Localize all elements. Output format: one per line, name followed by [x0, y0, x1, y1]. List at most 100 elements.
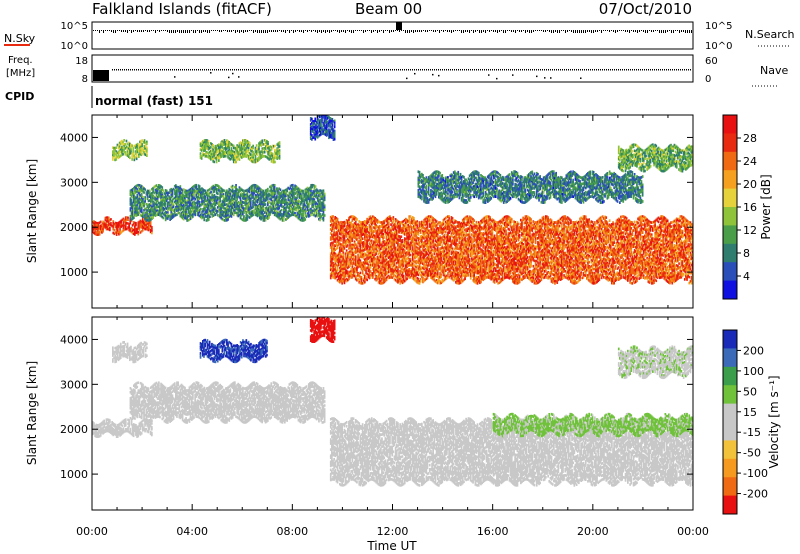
scatter-cell	[210, 196, 212, 200]
scatter-cell	[97, 233, 100, 236]
scatter-cell	[144, 145, 147, 149]
scatter-cell	[394, 246, 397, 250]
scatter-cell	[211, 143, 213, 146]
scatter-cell	[368, 270, 371, 274]
scatter-cell	[240, 200, 243, 203]
scatter-cell	[130, 212, 133, 215]
scatter-cell	[176, 201, 178, 205]
scatter-cell	[206, 155, 209, 158]
scatter-cell	[349, 250, 351, 253]
scatter-cell	[127, 216, 129, 220]
scatter-cell	[175, 190, 177, 193]
scatter-cell	[162, 195, 165, 198]
freq-sample	[660, 69, 661, 71]
nsky-sample	[261, 30, 262, 33]
scatter-cell	[225, 207, 227, 210]
scatter-cell	[221, 188, 224, 191]
scatter-cell	[303, 195, 305, 198]
scatter-cell	[115, 152, 118, 155]
scatter-cell	[318, 217, 320, 221]
scatter-cell	[115, 233, 118, 236]
scatter-cell	[115, 229, 118, 233]
scatter-cell	[387, 217, 390, 221]
scatter-cell	[149, 223, 152, 226]
scatter-cell	[252, 211, 254, 215]
scatter-cell	[314, 201, 317, 204]
freq-sample	[650, 69, 651, 71]
scatter-cell	[187, 197, 190, 200]
scatter-cell	[360, 278, 363, 281]
scatter-cell	[251, 160, 253, 163]
freq-sample	[316, 69, 317, 71]
scatter-cell	[352, 272, 355, 275]
freq-sample	[328, 69, 329, 71]
scatter-cell	[319, 189, 321, 192]
scatter-cell	[340, 231, 342, 234]
scatter-cell	[392, 254, 395, 258]
scatter-cell	[262, 189, 265, 193]
scatter-cell	[261, 214, 263, 218]
scatter-cell	[262, 213, 265, 216]
scatter-cell	[358, 262, 361, 266]
scatter-cell	[313, 200, 316, 203]
scatter-cell	[213, 154, 216, 158]
scatter-cell	[162, 197, 165, 200]
scatter-cell	[211, 153, 213, 156]
scatter-cell	[276, 214, 278, 218]
scatter-cell	[143, 216, 145, 220]
scatter-cell	[235, 154, 237, 158]
scatter-cell	[234, 191, 236, 195]
scatter-cell	[167, 197, 169, 201]
freq-sample	[172, 69, 173, 71]
scatter-cell	[139, 184, 142, 187]
nave-sample	[536, 75, 538, 78]
scatter-cell	[270, 196, 273, 200]
scatter-cell	[349, 222, 351, 225]
scatter-cell	[349, 242, 351, 245]
scatter-cell	[352, 229, 355, 233]
scatter-cell	[158, 195, 160, 199]
scatter-cell	[118, 155, 121, 158]
scatter-cell	[358, 258, 361, 262]
scatter-cell	[378, 229, 381, 232]
scatter-cell	[385, 272, 388, 276]
scatter-cell	[356, 248, 358, 252]
scatter-cell	[143, 204, 145, 208]
scatter-cell	[117, 152, 120, 156]
scatter-cell	[350, 276, 353, 279]
scatter-cell	[378, 273, 381, 277]
nsky-sample	[645, 30, 646, 33]
scatter-cell	[247, 195, 250, 199]
scatter-cell	[144, 217, 146, 221]
scatter-cell	[116, 229, 119, 233]
scatter-cell	[202, 148, 204, 151]
freq-sample	[616, 69, 617, 71]
scatter-cell	[368, 224, 371, 227]
scatter-cell	[201, 203, 203, 206]
scatter-cell	[105, 227, 108, 231]
scatter-cell	[366, 246, 368, 249]
scatter-cell	[207, 206, 210, 210]
scatter-cell	[272, 199, 275, 203]
scatter-cell	[380, 241, 382, 245]
scatter-cell	[231, 206, 234, 209]
scatter-cell	[248, 188, 251, 192]
scatter-cell	[339, 272, 341, 276]
scatter-cell	[168, 203, 170, 206]
scatter-cell	[329, 264, 332, 268]
scatter-cell	[395, 235, 398, 238]
freq-sample	[478, 69, 479, 71]
scatter-cell	[343, 265, 346, 268]
scatter-cell	[246, 196, 249, 200]
scatter-cell	[312, 209, 315, 213]
scatter-cell	[124, 151, 127, 154]
scatter-cell	[106, 220, 109, 223]
scatter-cell	[347, 274, 349, 278]
scatter-cell	[341, 259, 343, 263]
scatter-cell	[165, 197, 168, 201]
scatter-cell	[220, 209, 223, 212]
scatter-cell	[229, 202, 232, 206]
scatter-cell	[309, 214, 311, 217]
scatter-cell	[272, 207, 275, 210]
nsky-sample	[271, 30, 272, 32]
